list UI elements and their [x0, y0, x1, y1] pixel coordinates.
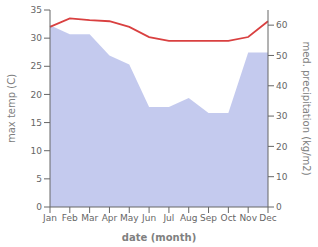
svg-text:Sep: Sep: [200, 213, 217, 223]
svg-text:5: 5: [36, 174, 42, 184]
svg-text:Feb: Feb: [62, 213, 78, 223]
svg-text:max temp (C): max temp (C): [8, 74, 17, 143]
svg-text:Jun: Jun: [141, 213, 156, 223]
svg-text:60: 60: [276, 20, 288, 30]
svg-text:May: May: [120, 213, 139, 223]
svg-text:10: 10: [31, 146, 43, 156]
svg-text:Nov: Nov: [239, 213, 257, 223]
svg-text:Jul: Jul: [162, 213, 174, 223]
svg-text:0: 0: [36, 202, 42, 212]
svg-text:Aug: Aug: [180, 213, 198, 223]
svg-text:30: 30: [276, 111, 288, 121]
svg-text:20: 20: [31, 90, 43, 100]
svg-text:0: 0: [276, 202, 282, 212]
svg-text:20: 20: [276, 142, 288, 152]
svg-text:25: 25: [31, 61, 42, 71]
svg-text:15: 15: [31, 118, 42, 128]
svg-text:30: 30: [31, 33, 43, 43]
svg-text:date (month): date (month): [122, 232, 196, 243]
svg-text:50: 50: [276, 51, 288, 61]
svg-text:Dec: Dec: [259, 213, 276, 223]
svg-text:Mar: Mar: [81, 213, 98, 223]
svg-text:10: 10: [276, 172, 288, 182]
svg-text:Oct: Oct: [221, 213, 237, 223]
svg-text:Jan: Jan: [42, 213, 57, 223]
svg-text:med. precipitation (kg/m2): med. precipitation (kg/m2): [301, 41, 310, 175]
svg-text:35: 35: [31, 5, 42, 15]
svg-text:40: 40: [276, 81, 288, 91]
svg-text:Apr: Apr: [102, 213, 118, 223]
